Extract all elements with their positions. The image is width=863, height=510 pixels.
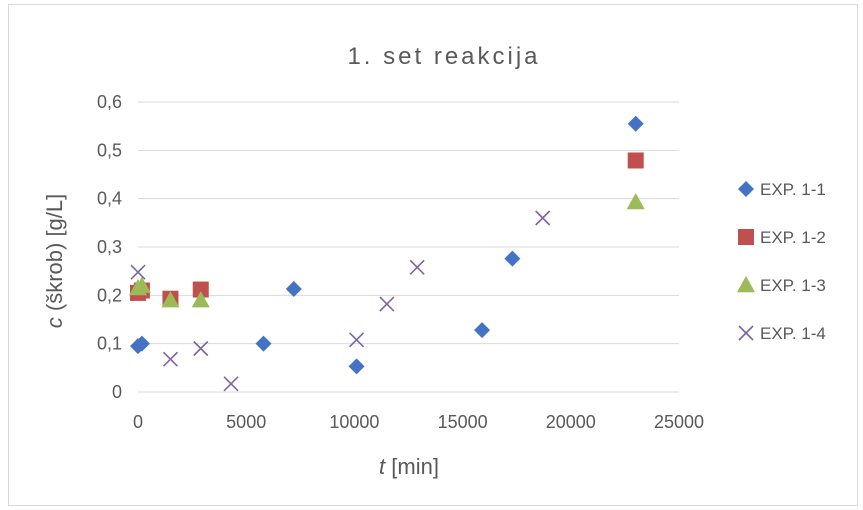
data-point-square xyxy=(192,281,209,298)
x-tick-label: 10000 xyxy=(329,412,379,432)
data-point-triangle xyxy=(132,276,151,293)
y-tick-label: 0,2 xyxy=(97,285,122,305)
data-point-diamond xyxy=(504,250,521,267)
data-point-x xyxy=(409,259,425,275)
data-point-x xyxy=(535,210,551,226)
data-point-x xyxy=(348,332,365,348)
data-point-triangle xyxy=(626,193,645,210)
grid-lines xyxy=(138,101,679,393)
x-tick-label: 20000 xyxy=(546,412,596,432)
series-exp-1-1 xyxy=(130,115,644,375)
y-tick-label: 0,6 xyxy=(97,92,122,112)
legend-label: EXP. 1-1 xyxy=(760,180,826,199)
x-tick-label: 5000 xyxy=(226,412,266,432)
y-tick-label: 0,4 xyxy=(97,189,122,209)
y-tick-label: 0,1 xyxy=(97,334,122,354)
data-point-diamond xyxy=(474,322,491,339)
data-point-x xyxy=(162,351,179,367)
chart-svg: 1. set reakcija 0 0,1 0,2 0,3 0,4 0,5 0,6 0 500… xyxy=(42,43,826,479)
x-tick-labels: 0 5000 10000 15000 20000 25000 xyxy=(133,412,704,432)
data-point-diamond xyxy=(348,358,365,375)
data-point-diamond xyxy=(133,335,150,352)
y-tick-labels: 0 0,1 0,2 0,3 0,4 0,5 0,6 xyxy=(97,92,122,402)
x-tick-label: 15000 xyxy=(438,412,488,432)
data-point-x xyxy=(223,376,239,392)
y-tick-label: 0 xyxy=(112,382,122,402)
legend: EXP. 1-1 EXP. 1-2 EXP. 1-3 EXP. 1-4 xyxy=(737,180,826,343)
data-point-x xyxy=(379,296,395,312)
data-point-diamond xyxy=(627,115,644,132)
data-point-diamond xyxy=(255,335,272,352)
series-exp-1-4 xyxy=(130,210,551,392)
data-point-x xyxy=(130,264,146,280)
legend-marker-triangle xyxy=(737,276,755,293)
legend-marker-diamond xyxy=(738,181,754,197)
legend-marker-square xyxy=(738,229,754,245)
y-tick-label: 0,3 xyxy=(97,237,122,257)
data-point-diamond xyxy=(285,281,302,298)
data-point-triangle xyxy=(191,291,210,308)
chart-title: 1. set reakcija xyxy=(347,43,540,70)
legend-label: EXP. 1-3 xyxy=(760,276,826,295)
legend-label: EXP. 1-2 xyxy=(760,228,826,247)
data-point-triangle xyxy=(161,291,180,308)
series-exp-1-3 xyxy=(129,193,645,308)
data-point-square xyxy=(627,152,644,169)
legend-label: EXP. 1-4 xyxy=(760,324,826,343)
data-points xyxy=(129,115,645,392)
data-point-x xyxy=(193,340,209,357)
y-tick-label: 0,5 xyxy=(97,140,122,160)
series-exp-1-2 xyxy=(130,152,644,307)
legend-marker-x xyxy=(738,325,754,341)
x-tick-label: 0 xyxy=(133,412,143,432)
x-axis-label: t [min] xyxy=(379,454,439,479)
x-tick-label: 25000 xyxy=(654,412,704,432)
chart-frame: 1. set reakcija 0 0,1 0,2 0,3 0,4 0,5 0,6 0 500… xyxy=(8,4,858,506)
y-axis-label: c (škrob) [g/L] xyxy=(42,194,67,328)
